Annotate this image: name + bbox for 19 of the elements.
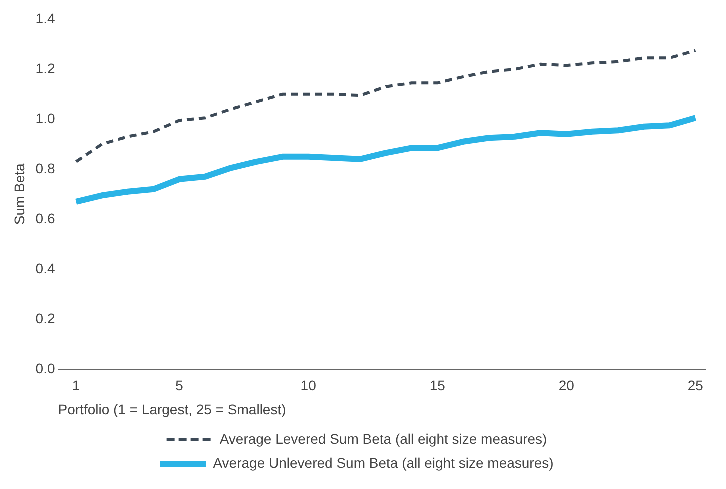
y-tick-label: 0.2 bbox=[36, 310, 56, 326]
y-tick-label: 0.4 bbox=[36, 260, 56, 276]
x-tick-label: 1 bbox=[72, 378, 80, 394]
x-tick-label: 25 bbox=[688, 378, 704, 394]
y-tick-label: 0.6 bbox=[36, 210, 56, 226]
x-tick-label: 20 bbox=[558, 378, 575, 394]
x-axis-title: Portfolio (1 = Largest, 25 = Smallest) bbox=[58, 401, 286, 418]
y-tick-label: 0.0 bbox=[36, 360, 56, 376]
legend-label: Average Levered Sum Beta (all eight size measures) bbox=[220, 430, 548, 447]
y-tick-label: 1.2 bbox=[36, 60, 56, 76]
y-axis-title: Sum Beta bbox=[11, 163, 28, 226]
legend-label: Average Unlevered Sum Beta (all eight size measures) bbox=[213, 454, 554, 471]
line-series bbox=[74, 49, 698, 164]
y-tick-label: 1.0 bbox=[36, 110, 56, 126]
x-tick-label: 10 bbox=[300, 378, 317, 394]
y-tick-label: 1.4 bbox=[36, 10, 56, 26]
y-tick-label: 0.8 bbox=[36, 160, 56, 176]
x-tick-label: 5 bbox=[176, 378, 184, 394]
x-tick-label: 15 bbox=[430, 378, 446, 394]
